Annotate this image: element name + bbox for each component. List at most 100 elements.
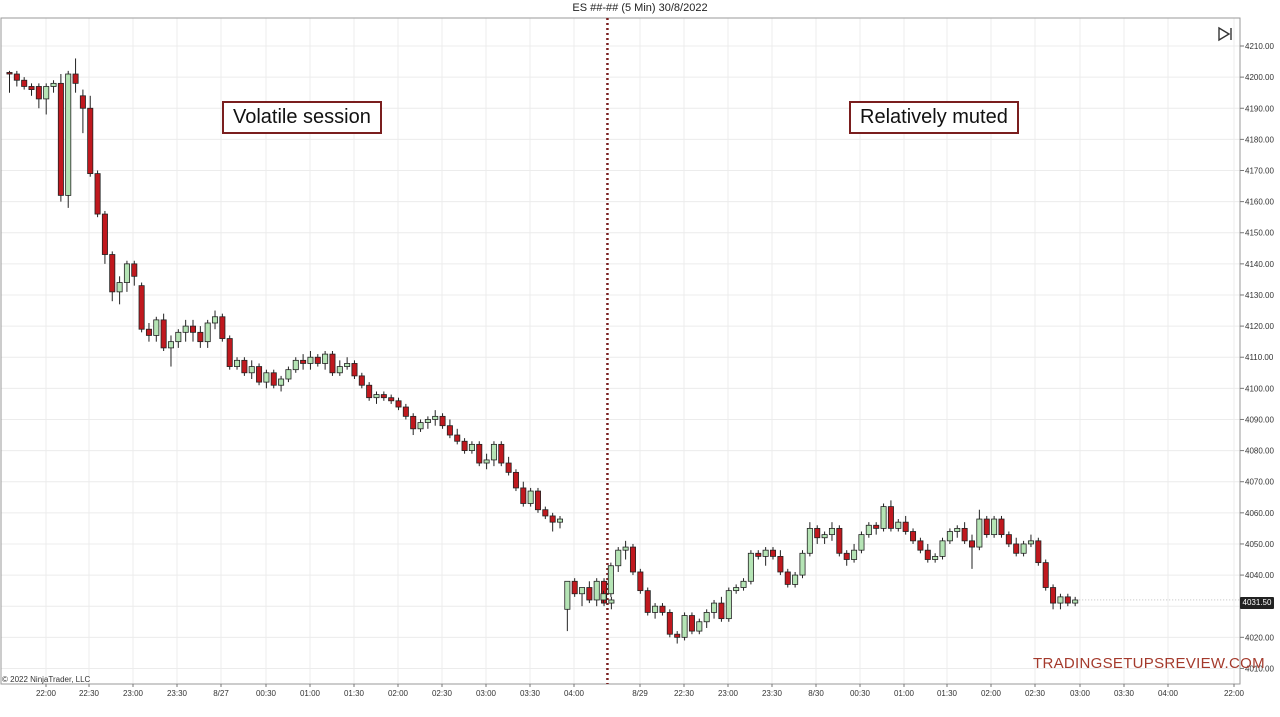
candle-body [145, 328, 152, 336]
candle-body [652, 605, 659, 613]
candle-body [711, 602, 718, 613]
candle-body [784, 571, 791, 585]
candle-body [285, 369, 292, 380]
skip-to-end-icon[interactable] [1217, 26, 1235, 42]
candle-body [329, 353, 336, 374]
y-tick-label: 4190.00 [1245, 104, 1274, 113]
y-axis-ticks: 4010.004020.004030.004040.004050.004060.… [1245, 42, 1274, 673]
candle-body [167, 341, 174, 349]
candle-body [969, 540, 976, 548]
y-tick-label: 4180.00 [1245, 135, 1274, 144]
candle-body [512, 471, 519, 489]
candle-body [828, 527, 835, 536]
candle-body [388, 397, 395, 402]
candle-body [902, 521, 909, 532]
candle-body [733, 587, 740, 592]
candle-body [1064, 596, 1071, 604]
candle-body [924, 549, 931, 560]
candle-body [490, 443, 497, 461]
candle-body [991, 518, 998, 536]
candle-body [600, 593, 607, 601]
candle-body [917, 540, 924, 551]
candle-body [197, 331, 204, 343]
y-tick-label: 4070.00 [1245, 478, 1274, 487]
candle-body [549, 515, 556, 523]
candle-body [131, 263, 138, 277]
y-tick-label: 4150.00 [1245, 229, 1274, 238]
y-tick-label: 4050.00 [1245, 540, 1274, 549]
candle-body [666, 612, 673, 635]
x-tick-label: 01:00 [300, 689, 321, 698]
y-tick-label: 4040.00 [1245, 571, 1274, 580]
grid [1, 18, 1240, 684]
candle-body [1042, 562, 1049, 588]
x-tick-label: 23:30 [167, 689, 188, 698]
candle-body [1005, 534, 1012, 545]
copyright-text: © 2022 NinjaTrader, LLC [2, 675, 91, 684]
candle-body [241, 359, 248, 374]
x-tick-label: 02:30 [1025, 689, 1046, 698]
candle-body [380, 394, 387, 399]
candle-body [644, 590, 651, 613]
x-tick-label: 22:30 [674, 689, 695, 698]
y-tick-label: 4120.00 [1245, 322, 1274, 331]
candle-body [278, 378, 285, 386]
candle-body [586, 587, 593, 601]
candle-body [873, 524, 880, 529]
candle-body [358, 375, 365, 386]
candle-body [557, 518, 564, 523]
candle-body [564, 580, 571, 610]
candle-body [983, 518, 990, 536]
x-tick-label: 22:00 [36, 689, 57, 698]
x-tick-label: 03:30 [1114, 689, 1135, 698]
candle-body [13, 73, 20, 81]
x-tick-label: 04:00 [564, 689, 585, 698]
x-tick-label: 03:00 [476, 689, 497, 698]
x-tick-label: 01:00 [894, 689, 915, 698]
x-tick-label: 00:30 [256, 689, 277, 698]
candle-body [256, 366, 263, 383]
y-tick-label: 4100.00 [1245, 384, 1274, 393]
x-tick-label: 03:00 [1070, 689, 1091, 698]
candle-body [79, 95, 86, 109]
candle-body [939, 540, 946, 557]
y-tick-label: 4020.00 [1245, 633, 1274, 642]
candle-body [740, 580, 747, 588]
candle-body [72, 73, 79, 84]
x-tick-label: 01:30 [937, 689, 958, 698]
candle-body [322, 353, 329, 364]
x-tick-label: 03:30 [520, 689, 541, 698]
candles [6, 58, 1079, 644]
candle-body [851, 549, 858, 560]
candle-body [770, 549, 777, 557]
candle-body [446, 425, 453, 436]
candle-body [601, 580, 608, 604]
x-tick-label: 23:00 [718, 689, 739, 698]
candle-body [432, 415, 439, 420]
candle-body [189, 325, 196, 333]
x-tick-label: 04:00 [1158, 689, 1179, 698]
candle-body [344, 363, 351, 367]
candle-body [43, 86, 50, 100]
x-tick-label: 8/29 [632, 689, 648, 698]
candle-body [755, 552, 762, 557]
candle-body [454, 434, 461, 442]
last-price-label: 4031.50 [1240, 597, 1274, 609]
candle-body [35, 86, 42, 100]
candle-body [351, 363, 358, 377]
candle-body [520, 487, 527, 504]
y-tick-label: 4210.00 [1245, 42, 1274, 51]
candle-body [1050, 587, 1057, 604]
candle-body [483, 459, 490, 464]
x-tick-label: 8/30 [808, 689, 824, 698]
candle-body [94, 173, 101, 215]
x-tick-label: 22:00 [1224, 689, 1245, 698]
candle-body [160, 319, 167, 349]
candle-body [607, 565, 614, 595]
x-tick-label: 00:30 [850, 689, 871, 698]
candle-body [571, 580, 578, 595]
candle-body [336, 366, 343, 374]
candle-body [696, 621, 703, 632]
candle-body [792, 574, 799, 585]
